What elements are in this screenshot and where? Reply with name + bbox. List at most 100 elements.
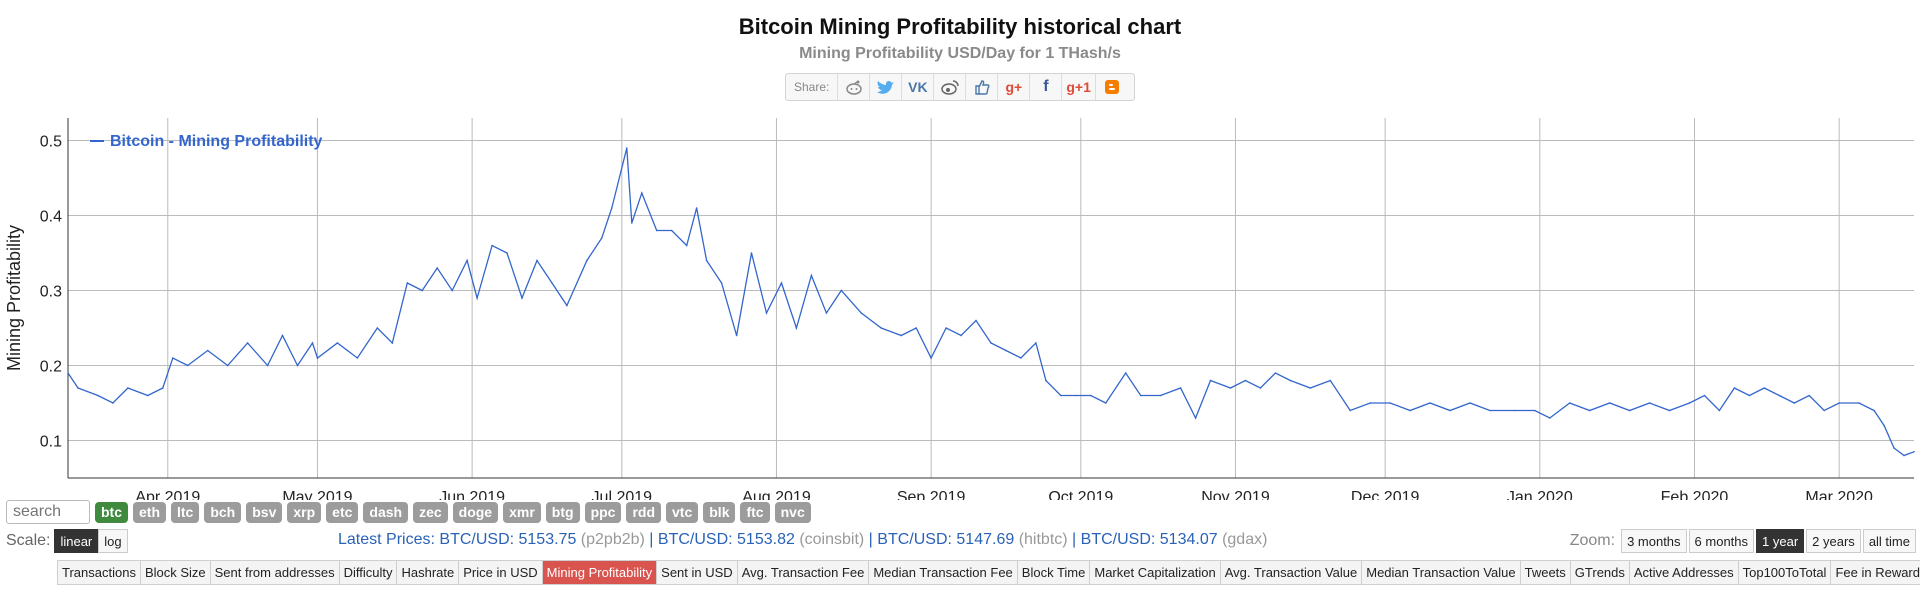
tab-median-transaction-fee[interactable]: Median Transaction Fee xyxy=(869,561,1018,584)
tab-transactions[interactable]: Transactions xyxy=(58,561,141,584)
coin-selector: btcethltcbchbsvxrpetcdashzecdogexmrbtgpp… xyxy=(6,500,811,524)
tab-active-addresses[interactable]: Active Addresses xyxy=(1629,561,1739,584)
zoom-2-years-button[interactable]: 2 years xyxy=(1806,529,1861,553)
price-pair[interactable]: BTC/USD: 5153.75 xyxy=(439,531,577,548)
tab-market-capitalization[interactable]: Market Capitalization xyxy=(1090,561,1221,584)
search-input[interactable] xyxy=(6,500,90,524)
data-point xyxy=(1194,417,1197,419)
price-pair[interactable]: BTC/USD: 5153.82 xyxy=(657,531,795,548)
coin-etc[interactable]: etc xyxy=(326,501,359,523)
tab-avg-transaction-fee[interactable]: Avg. Transaction Fee xyxy=(737,561,870,584)
price-source: (coinsbit) xyxy=(799,531,865,548)
data-point xyxy=(810,274,813,277)
coin-bsv[interactable]: bsv xyxy=(246,501,283,523)
series-line[interactable] xyxy=(67,147,1915,457)
coin-bch[interactable]: bch xyxy=(204,501,242,523)
coin-nvc[interactable]: nvc xyxy=(774,501,811,523)
data-point xyxy=(930,357,932,359)
coin-xmr[interactable]: xmr xyxy=(503,501,541,523)
tab-gtrends[interactable]: GTrends xyxy=(1570,561,1630,584)
scale-log-button[interactable]: log xyxy=(98,529,128,553)
controls-row: Scale: linear log Latest Prices: BTC/USD:… xyxy=(6,528,1916,554)
tab-top100tototal[interactable]: Top100ToTotal xyxy=(1738,561,1832,584)
y-axis-label: Mining Profitability xyxy=(4,225,24,371)
zoom-all-time-button[interactable]: all time xyxy=(1862,529,1916,553)
data-point xyxy=(1020,357,1022,359)
data-point xyxy=(960,334,962,337)
tab-block-time[interactable]: Block Time xyxy=(1017,561,1091,584)
tab-sent-from-addresses[interactable]: Sent from addresses xyxy=(210,561,340,584)
data-point xyxy=(1244,379,1247,382)
coin-ftc[interactable]: ftc xyxy=(740,501,770,523)
reddit-icon[interactable] xyxy=(838,74,871,100)
data-point xyxy=(316,357,319,359)
x-tick-label: Oct 2019 xyxy=(1048,489,1113,500)
coin-btc[interactable]: btc xyxy=(95,501,128,523)
google-plus-icon[interactable]: g+ xyxy=(998,74,1031,100)
data-point xyxy=(1793,402,1796,404)
data-point xyxy=(1309,387,1312,389)
data-point xyxy=(1179,387,1182,389)
price-source: (gdax) xyxy=(1222,531,1268,548)
scale-linear-button[interactable]: linear xyxy=(54,529,99,553)
data-point xyxy=(1778,394,1781,397)
coin-xrp[interactable]: xrp xyxy=(287,501,322,523)
price-separator: | xyxy=(864,531,873,548)
tab-block-size[interactable]: Block Size xyxy=(140,561,211,584)
data-point xyxy=(915,327,917,329)
data-point xyxy=(476,297,478,299)
zoom-1-year-button[interactable]: 1 year xyxy=(1756,529,1805,553)
data-point xyxy=(376,327,379,329)
tab-price-in-usd[interactable]: Price in USD xyxy=(459,561,543,584)
price-pair[interactable]: BTC/USD: 5147.69 xyxy=(877,531,1015,548)
tab-mining-profitability[interactable]: Mining Profitability xyxy=(542,561,658,584)
tab-difficulty[interactable]: Difficulty xyxy=(339,561,398,584)
coin-ltc[interactable]: ltc xyxy=(171,501,200,523)
tab-fee-in-reward[interactable]: Fee in Reward xyxy=(1831,561,1920,584)
data-point xyxy=(506,252,508,254)
tab-hashrate[interactable]: Hashrate xyxy=(397,561,460,584)
tab-sent-in-usd[interactable]: Sent in USD xyxy=(657,561,738,584)
coin-zec[interactable]: zec xyxy=(413,501,448,523)
profitability-chart[interactable]: 0.1 0.2 0.3 0.4 0.5 Apr 2019 May 2019 Jun 2019 J… xyxy=(0,110,1920,500)
data-point xyxy=(1209,379,1212,382)
tab-avg-transaction-value[interactable]: Avg. Transaction Value xyxy=(1220,561,1363,584)
data-point xyxy=(611,207,613,209)
google-plus-one-icon[interactable]: g+1 xyxy=(1062,74,1096,100)
coin-eth[interactable]: eth xyxy=(133,501,166,523)
data-point xyxy=(1858,402,1860,404)
price-pair[interactable]: BTC/USD: 5134.07 xyxy=(1080,531,1218,548)
data-point xyxy=(705,259,708,262)
y-tick-label: 0.1 xyxy=(40,434,62,451)
blogger-icon[interactable] xyxy=(1096,74,1128,100)
data-point xyxy=(186,364,189,367)
like-icon[interactable] xyxy=(966,74,999,100)
weibo-icon[interactable] xyxy=(934,74,967,100)
zoom-6-months-button[interactable]: 6 months xyxy=(1688,529,1755,553)
coin-ppc[interactable]: ppc xyxy=(584,501,622,523)
data-point xyxy=(990,342,992,344)
coin-blk[interactable]: blk xyxy=(703,501,736,523)
data-point xyxy=(586,259,588,262)
coin-rdd[interactable]: rdd xyxy=(626,501,662,523)
scale-label: Scale: xyxy=(6,532,51,549)
data-point xyxy=(840,289,843,292)
coin-doge[interactable]: doge xyxy=(452,501,499,523)
data-point xyxy=(1903,454,1905,457)
coin-btg[interactable]: btg xyxy=(545,501,580,523)
legend-label[interactable]: Bitcoin - Mining Profitability xyxy=(110,133,323,150)
data-point xyxy=(1628,409,1631,412)
data-point xyxy=(1329,379,1332,382)
data-point xyxy=(206,349,209,352)
tab-tweets[interactable]: Tweets xyxy=(1520,561,1571,584)
coin-vtc[interactable]: vtc xyxy=(666,501,699,523)
coin-dash[interactable]: dash xyxy=(363,501,409,523)
data-point xyxy=(521,297,523,299)
twitter-icon[interactable] xyxy=(870,74,903,100)
data-point xyxy=(1823,409,1825,412)
data-point xyxy=(1159,394,1162,397)
zoom-3-months-button[interactable]: 3 months xyxy=(1621,529,1687,553)
vk-icon[interactable]: VK xyxy=(902,74,935,100)
tab-median-transaction-value[interactable]: Median Transaction Value xyxy=(1362,561,1521,584)
facebook-icon[interactable]: f xyxy=(1030,74,1063,100)
